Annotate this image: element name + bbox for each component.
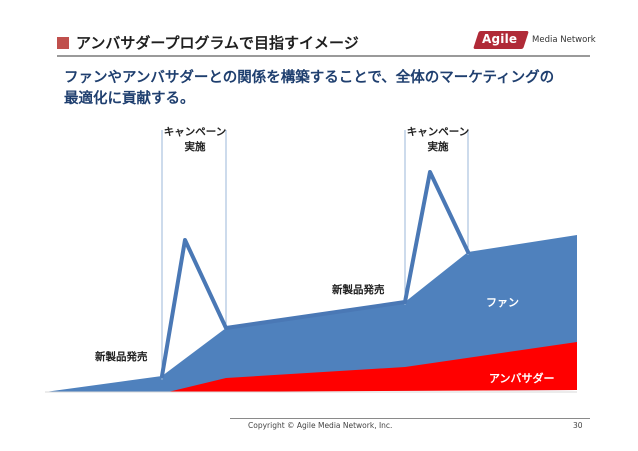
campaign-label-1: キャンペーン 実施 bbox=[155, 124, 235, 154]
new-product-label-2: 新製品発売 bbox=[332, 284, 385, 296]
page-title: アンバサダープログラムで目指すイメージ bbox=[76, 34, 359, 52]
header-divider bbox=[57, 55, 590, 57]
ambassador-label: アンバサダー bbox=[489, 372, 555, 385]
headline-line-2: 最適化に貢献する。 bbox=[64, 91, 195, 107]
header: アンバサダープログラムで目指すイメージ bbox=[57, 28, 597, 54]
headline: ファンやアンバサダーとの関係を構築することで、全体のマーケティングの 最適化に貢… bbox=[64, 68, 604, 110]
campaign-label-1-line-1: キャンペーン bbox=[163, 126, 227, 138]
campaign-spike-line bbox=[160, 170, 470, 378]
new-product-label-1: 新製品発売 bbox=[95, 351, 148, 363]
footer-divider bbox=[230, 418, 590, 419]
page-number: 30 bbox=[573, 421, 583, 430]
campaign-label-2: キャンペーン 実施 bbox=[398, 124, 478, 154]
campaign-label-2-line-1: キャンペーン bbox=[406, 126, 470, 138]
title-bullet-icon bbox=[57, 37, 69, 49]
fan-label: ファン bbox=[486, 296, 519, 309]
logo-badge-text: Agile bbox=[482, 32, 518, 46]
agile-media-network-logo: Agile Media Network bbox=[468, 30, 596, 52]
campaign-label-2-line-2: 実施 bbox=[427, 141, 449, 153]
footer-copyright: Copyright © Agile Media Network, Inc. bbox=[248, 421, 393, 430]
campaign-label-1-line-2: 実施 bbox=[184, 141, 206, 153]
headline-line-1: ファンやアンバサダーとの関係を構築することで、全体のマーケティングの bbox=[64, 70, 555, 86]
fan-area bbox=[45, 235, 577, 392]
ambassador-area bbox=[168, 342, 577, 392]
logo-text: Media Network bbox=[532, 35, 596, 45]
